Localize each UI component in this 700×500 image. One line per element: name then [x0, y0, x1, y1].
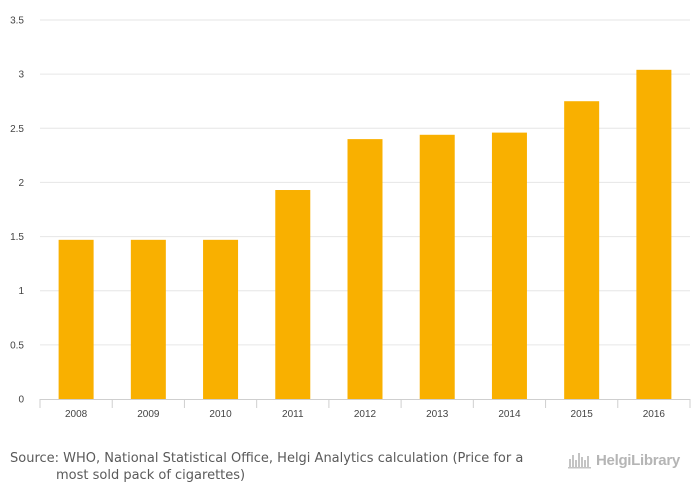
x-tick-label: 2013: [426, 409, 449, 420]
source-note-line-2: most sold pack of cigarettes): [56, 468, 246, 483]
source-note: Source: WHO, National Statistical Office…: [10, 450, 530, 484]
bar-2016: [636, 69, 672, 399]
x-tick-label: 2012: [354, 409, 377, 420]
y-tick-label: 1: [18, 286, 24, 297]
x-axis: 2008 2009 2010 2011 2012 2013 2014 2015 2016: [39, 399, 691, 420]
bar-2014: [491, 132, 527, 400]
y-tick-label: 0: [18, 395, 24, 406]
x-tick-label: 2008: [65, 409, 88, 420]
bar-2015: [564, 101, 600, 399]
x-tick-label: 2015: [571, 409, 594, 420]
bars: [58, 69, 672, 400]
bar-2008: [58, 239, 94, 399]
x-tick-label: 2014: [498, 409, 521, 420]
bar-2012: [347, 139, 383, 399]
bar-2009: [130, 239, 166, 399]
x-tick-label: 2010: [209, 409, 232, 420]
y-tick-label: 2: [18, 178, 24, 189]
x-tick-label: 2011: [282, 409, 304, 420]
y-tick-label: 0.5: [10, 340, 24, 351]
y-axis: 0 0.5 1 1.5 2 2.5 3 3.5: [10, 16, 24, 406]
x-tick-label: 2009: [137, 409, 160, 420]
x-tick-label: 2016: [643, 409, 666, 420]
y-tick-label: 1.5: [10, 232, 24, 243]
bar-2011: [275, 190, 311, 399]
logo-text: HelgiLibrary: [596, 451, 680, 469]
y-tick-label: 3: [18, 70, 24, 81]
bar-2010: [203, 239, 239, 399]
source-note-line-1: Source: WHO, National Statistical Office…: [10, 451, 524, 466]
helgi-library-skyline-icon: [568, 453, 591, 469]
y-tick-label: 2.5: [10, 124, 24, 135]
y-tick-label: 3.5: [10, 16, 24, 27]
bar-2013: [419, 134, 455, 400]
bar-chart: 0 0.5 1 1.5 2 2.5 3 3.5 2008 2009 2010 2011 2012 201…: [10, 16, 691, 420]
helgi-library-logo: HelgiLibrary: [568, 449, 690, 471]
